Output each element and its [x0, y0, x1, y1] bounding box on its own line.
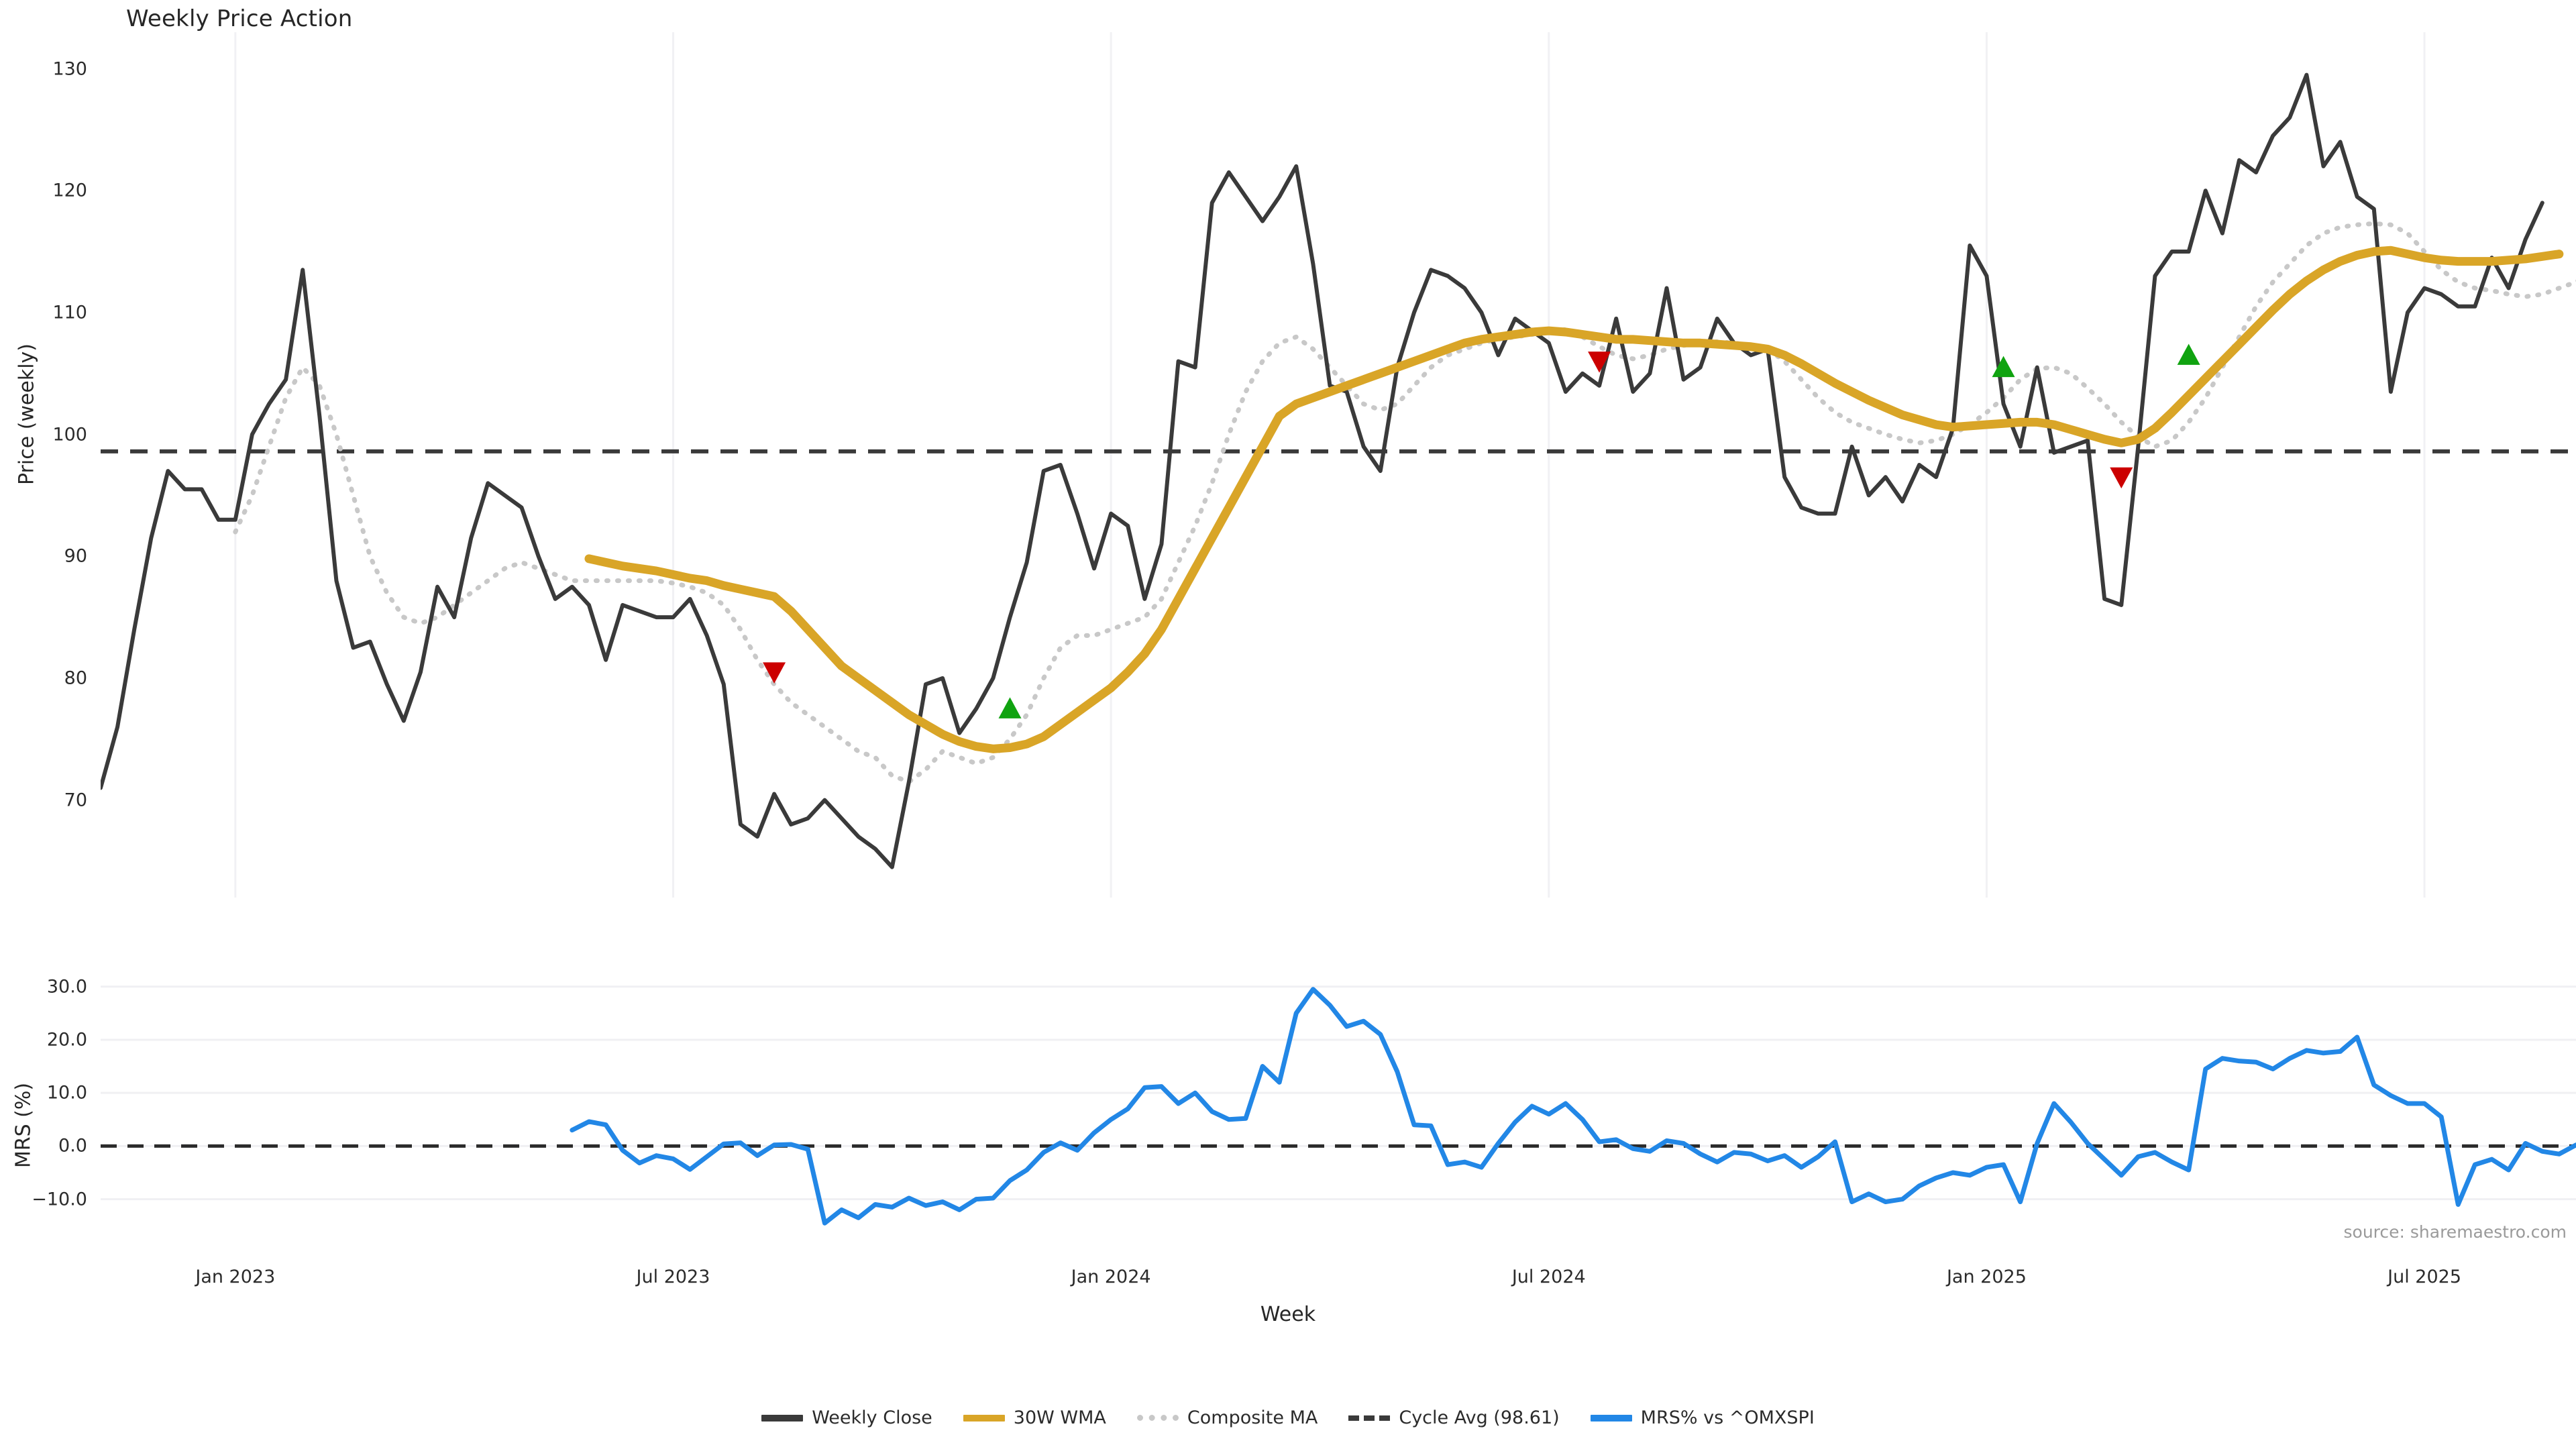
buy-signal-marker [2177, 343, 2200, 365]
y-tick-label: 70 [64, 790, 87, 811]
legend-label: Composite MA [1187, 1407, 1318, 1428]
x-tick-label: Jan 2025 [1946, 1267, 2027, 1287]
x-tick-label: Jan 2023 [195, 1267, 276, 1287]
legend-swatch-icon [1136, 1415, 1179, 1421]
y-tick-label: 110 [52, 302, 87, 323]
sell-signal-marker [763, 662, 786, 684]
legend-item[interactable]: Weekly Close [761, 1407, 932, 1428]
legend-item[interactable]: Cycle Avg (98.61) [1348, 1407, 1560, 1428]
y-tick-label: −10.0 [32, 1189, 87, 1210]
sell-signal-marker [1588, 352, 1611, 373]
buy-signal-marker [1992, 356, 2015, 378]
y-axis-label-price: Price (weekly) [15, 343, 39, 486]
legend-swatch-icon [1348, 1415, 1391, 1421]
x-tick-label: Jan 2024 [1071, 1267, 1151, 1287]
y-tick-label: 130 [52, 58, 87, 79]
y-tick-label: 100 [52, 424, 87, 445]
legend-item[interactable]: 30W WMA [963, 1407, 1106, 1428]
x-tick-label: Jul 2024 [1511, 1267, 1586, 1287]
x-tick-label: Jul 2025 [2387, 1267, 2462, 1287]
sell-signal-marker [2110, 467, 2133, 489]
source-watermark: source: sharemaestro.com [2343, 1222, 2567, 1242]
y-tick-label: 120 [52, 180, 87, 201]
legend-label: Cycle Avg (98.61) [1399, 1407, 1560, 1428]
y-tick-label: 30.0 [46, 976, 87, 998]
buy-signal-marker [998, 697, 1022, 718]
legend-item[interactable]: Composite MA [1136, 1407, 1318, 1428]
chart-legend: Weekly Close 30W WMA Composite MA Cycle Avg… [0, 1407, 2576, 1428]
y-tick-label: 10.0 [46, 1082, 87, 1104]
y-axis-label-mrs: MRS (%) [11, 1082, 36, 1169]
page-title: Weekly Price Action [126, 5, 353, 32]
legend-swatch-icon [1590, 1414, 1632, 1421]
mrs-plot-area [101, 971, 2576, 1239]
legend-label: Weekly Close [812, 1407, 932, 1428]
legend-swatch-icon [963, 1414, 1005, 1421]
legend-label: 30W WMA [1013, 1407, 1106, 1428]
y-tick-label: 0.0 [58, 1135, 87, 1157]
x-axis-label: Week [1260, 1303, 1316, 1326]
y-tick-label: 90 [64, 545, 87, 567]
y-tick-label: 20.0 [46, 1029, 87, 1051]
y-tick-label: 80 [64, 667, 87, 689]
legend-label: MRS% vs ^OMXSPI [1640, 1407, 1815, 1428]
x-tick-label: Jul 2023 [636, 1267, 710, 1287]
legend-swatch-icon [761, 1414, 804, 1421]
price-plot-area [101, 32, 2576, 898]
legend-item[interactable]: MRS% vs ^OMXSPI [1590, 1407, 1815, 1428]
